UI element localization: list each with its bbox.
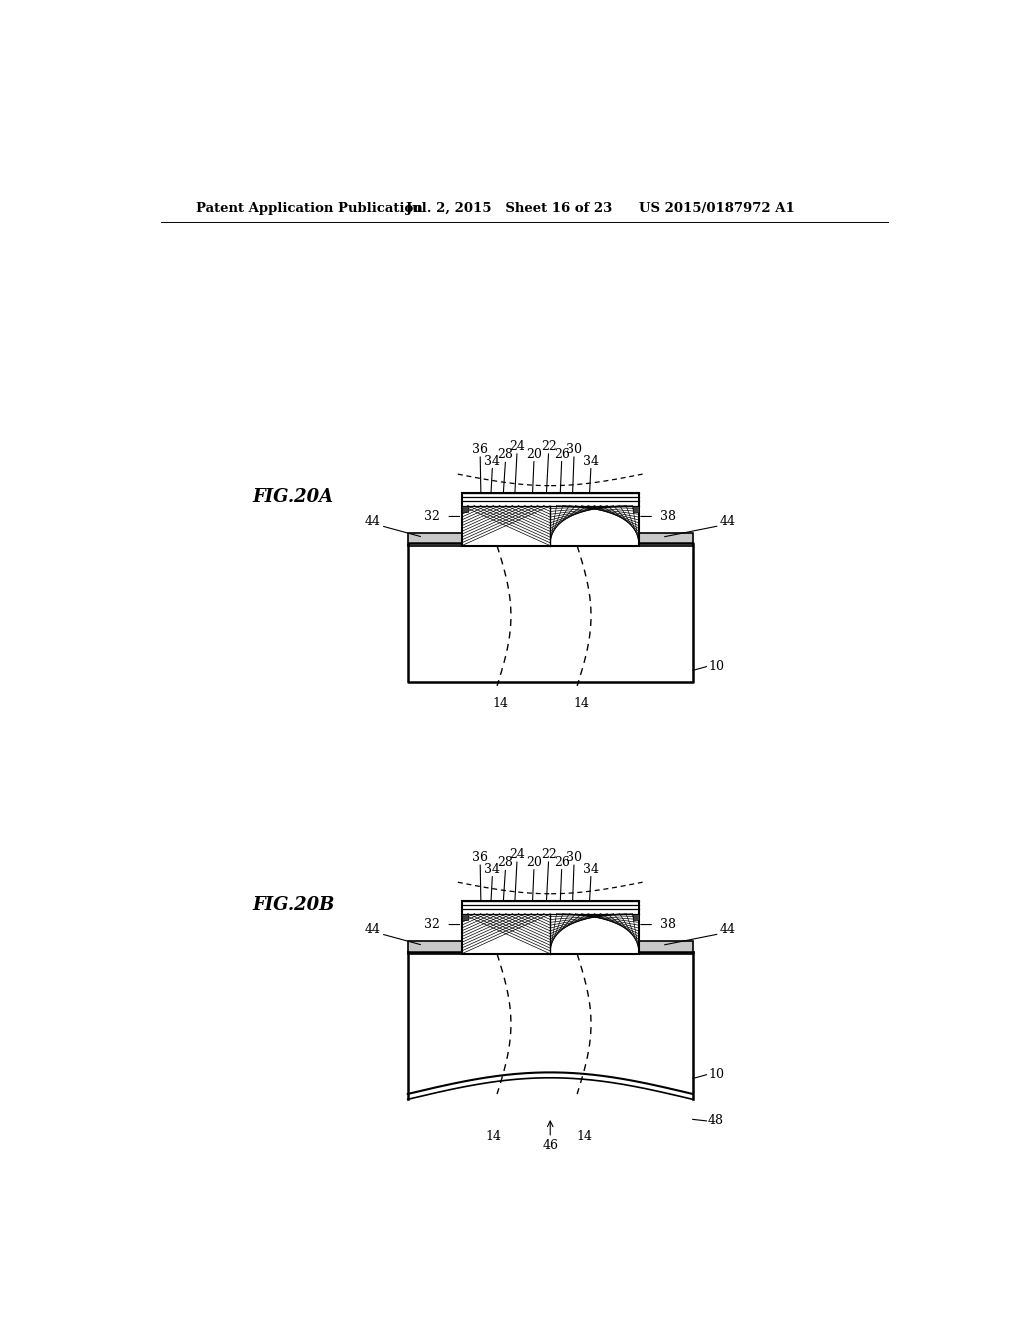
Bar [408, 941, 462, 954]
Text: 32: 32 [424, 510, 440, 523]
Text: 30: 30 [566, 851, 582, 865]
Text: 22: 22 [541, 440, 557, 453]
Text: 44: 44 [366, 924, 381, 936]
Text: 32: 32 [424, 917, 440, 931]
Text: FIG.20A: FIG.20A [252, 488, 334, 506]
Text: 22: 22 [541, 847, 557, 861]
Text: 34: 34 [583, 862, 599, 875]
Bar [633, 506, 639, 512]
Text: 48: 48 [708, 1114, 724, 1127]
Text: 38: 38 [660, 510, 676, 523]
Text: 20: 20 [526, 855, 542, 869]
Text: 30: 30 [566, 444, 582, 455]
Text: 36: 36 [472, 851, 488, 865]
Text: US 2015/0187972 A1: US 2015/0187972 A1 [639, 202, 795, 215]
Text: 46: 46 [543, 1139, 558, 1152]
Text: 36: 36 [472, 444, 488, 455]
Bar [633, 913, 639, 920]
Text: 14: 14 [573, 697, 589, 710]
Text: 28: 28 [498, 857, 513, 870]
Text: 38: 38 [660, 917, 676, 931]
Bar [639, 533, 692, 545]
Text: 10: 10 [708, 660, 724, 673]
Bar [462, 902, 639, 954]
Text: 34: 34 [484, 862, 501, 875]
Bar [639, 941, 692, 954]
Text: FIG.20B: FIG.20B [252, 896, 335, 915]
Text: Jul. 2, 2015   Sheet 16 of 23: Jul. 2, 2015 Sheet 16 of 23 [407, 202, 612, 215]
Text: 10: 10 [708, 1068, 724, 1081]
Text: Patent Application Publication: Patent Application Publication [196, 202, 423, 215]
Text: 20: 20 [526, 447, 542, 461]
Text: 24: 24 [509, 847, 525, 861]
Text: 44: 44 [719, 924, 735, 936]
Text: 14: 14 [485, 1130, 501, 1143]
Text: 44: 44 [719, 515, 735, 528]
Text: 24: 24 [509, 440, 525, 453]
Text: 44: 44 [366, 515, 381, 528]
Text: 14: 14 [577, 1130, 593, 1143]
Text: 14: 14 [493, 697, 509, 710]
Bar [462, 913, 468, 920]
Text: 26: 26 [554, 855, 569, 869]
Text: 34: 34 [583, 454, 599, 467]
Text: 26: 26 [554, 447, 569, 461]
Bar [462, 506, 468, 512]
Bar [462, 494, 639, 545]
Text: 28: 28 [498, 449, 513, 462]
Bar [408, 533, 462, 545]
Text: 34: 34 [484, 454, 501, 467]
